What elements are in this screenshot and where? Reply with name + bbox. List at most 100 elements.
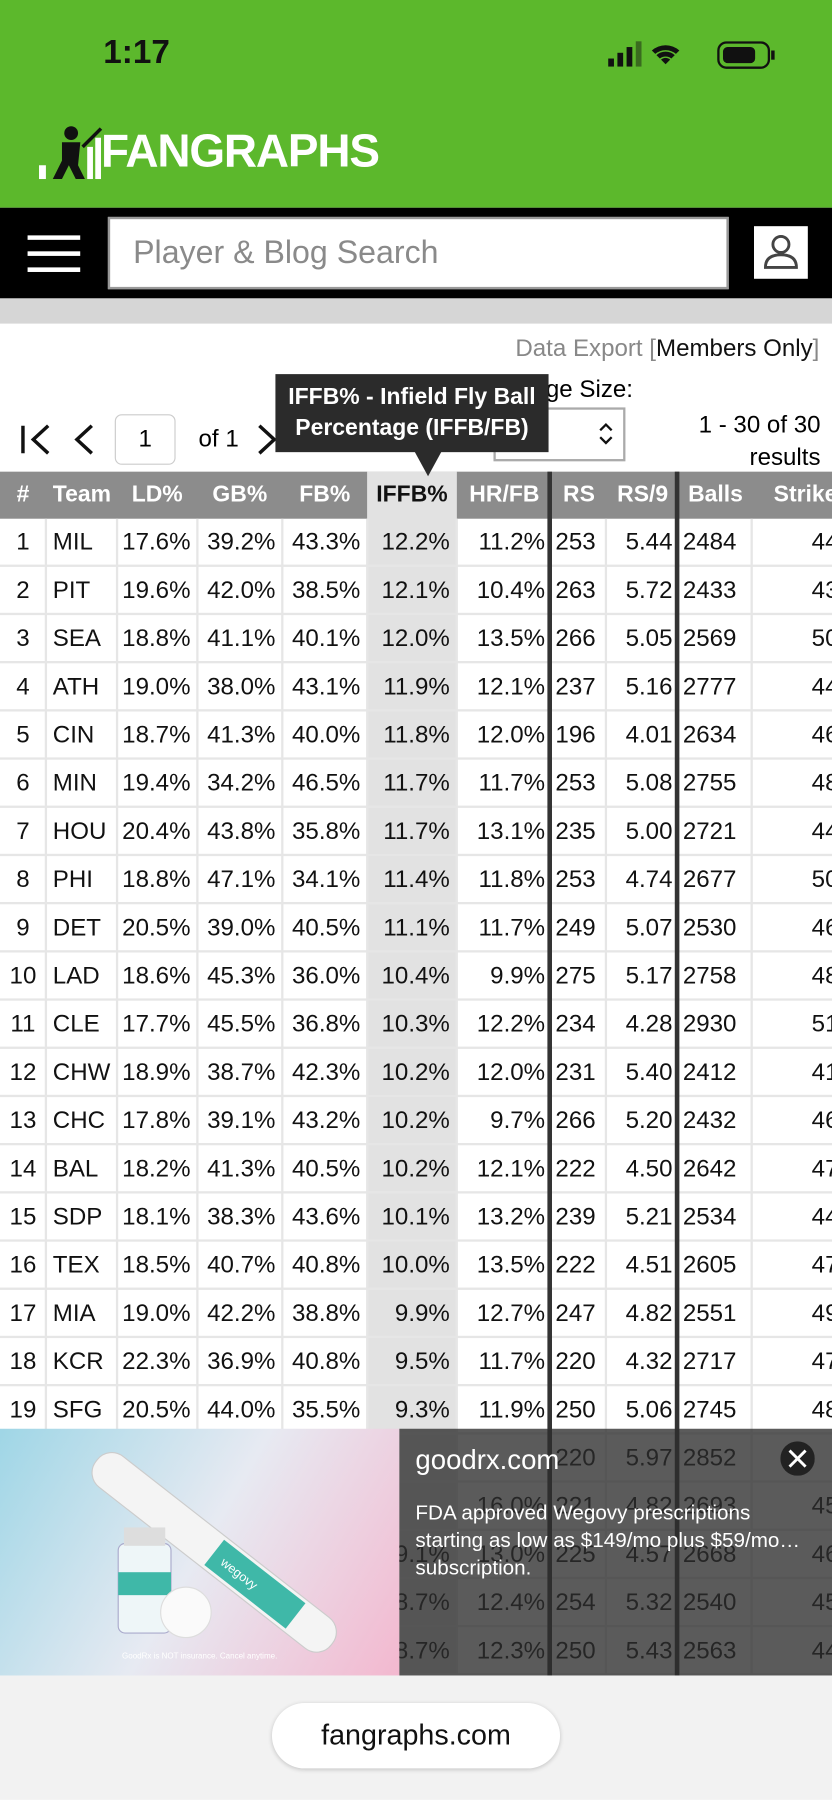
select-chevron xyxy=(599,422,613,445)
cell: 249 xyxy=(555,914,596,942)
cell: PHI xyxy=(52,866,93,893)
column-header[interactable]: # xyxy=(16,481,30,508)
cell: 5013 xyxy=(811,625,832,652)
search-box[interactable] xyxy=(107,216,729,290)
cell: 40.8% xyxy=(292,1252,361,1279)
column-header[interactable]: LD% xyxy=(131,481,183,508)
cell: 2755 xyxy=(682,770,737,797)
cell: 5.00 xyxy=(625,818,673,845)
cell: 35.8% xyxy=(292,818,361,845)
cell: 11.1% xyxy=(383,914,450,942)
cell: 3 xyxy=(16,625,30,652)
cell: 4362 xyxy=(811,577,832,604)
cell: 19.6% xyxy=(122,577,191,604)
column-border xyxy=(196,518,199,1676)
cell: 15 xyxy=(9,1203,37,1231)
pager-arrows[interactable] xyxy=(18,422,293,456)
cell: 11.9% xyxy=(478,1396,546,1424)
cell: 253 xyxy=(555,770,596,797)
cell: 40.5% xyxy=(292,1155,361,1183)
members-only: Members Only xyxy=(655,335,813,362)
ad-panel[interactable] xyxy=(399,1428,832,1676)
data-export[interactable]: Data Export [Members Only] xyxy=(515,335,819,363)
cell: 10.2% xyxy=(381,1155,450,1183)
column-header[interactable]: GB% xyxy=(212,481,268,508)
user-button[interactable] xyxy=(753,226,808,279)
row-border xyxy=(0,1094,832,1098)
cell: 2484 xyxy=(682,529,737,556)
cell: 13.2% xyxy=(476,1203,546,1231)
cell: 43.2% xyxy=(292,1107,361,1134)
cell: SFG xyxy=(52,1396,103,1424)
cell: 11 xyxy=(10,1011,36,1038)
column-header[interactable]: Balls xyxy=(688,481,743,508)
column-header[interactable]: RS xyxy=(563,481,595,508)
cell: 220 xyxy=(555,1348,596,1375)
cell: 2412 xyxy=(682,1059,737,1086)
cell: 19.4% xyxy=(122,770,191,797)
cell: 39.2% xyxy=(207,529,276,556)
ad-domain: goodrx.com xyxy=(415,1444,560,1476)
cell: MIL xyxy=(52,529,93,556)
url-pill[interactable]: fangraphs.com xyxy=(271,1703,561,1769)
menu-button[interactable] xyxy=(27,235,81,272)
cell: 4 xyxy=(16,673,30,701)
cell: 17 xyxy=(9,1300,37,1327)
cell: 4.82 xyxy=(625,1300,673,1327)
ad-illustration: wegovy GoodRx is NOT insurance. Cancel a… xyxy=(91,1451,337,1660)
cell: 2677 xyxy=(682,866,737,893)
cell: 34.1% xyxy=(292,866,361,893)
cell: 20.5% xyxy=(122,914,191,942)
cell: 11.7% xyxy=(478,914,546,942)
cell: 2605 xyxy=(682,1252,737,1279)
cell: 2530 xyxy=(682,914,737,942)
cell: 19.0% xyxy=(122,1300,191,1327)
cell: 40.5% xyxy=(292,914,361,942)
cell: 36.9% xyxy=(207,1348,276,1375)
cell: 12.1% xyxy=(381,577,450,604)
row-border xyxy=(0,1142,832,1146)
row-border xyxy=(0,1335,832,1339)
column-header[interactable]: HR/FB xyxy=(469,481,540,508)
cell: 12.0% xyxy=(476,721,546,749)
page-input[interactable]: 1 xyxy=(114,414,176,465)
column-separator xyxy=(674,471,680,1676)
cell: 4713 xyxy=(811,1252,832,1279)
status-icons xyxy=(608,41,775,69)
results-line: 1 - 30 of 30 xyxy=(698,411,821,439)
ad-close[interactable] xyxy=(780,1441,815,1476)
cell: 4440 xyxy=(811,529,832,556)
cell: 13.5% xyxy=(476,1252,546,1279)
cell: 18.9% xyxy=(122,1059,191,1086)
cell: 2745 xyxy=(682,1396,737,1424)
cell: 10.4% xyxy=(476,577,546,604)
column-header[interactable]: FB% xyxy=(299,481,351,508)
cell: 36.0% xyxy=(292,962,361,990)
column-header[interactable]: IFFB% xyxy=(367,471,457,519)
cell: 4.32 xyxy=(625,1348,673,1375)
cell: CHW xyxy=(52,1059,111,1086)
cell: 247 xyxy=(555,1300,596,1327)
cell: 4475 xyxy=(811,1203,832,1231)
cell: 235 xyxy=(555,818,596,845)
tooltip-line: IFFB% - Infield Fly Ball xyxy=(288,384,536,410)
column-border xyxy=(604,518,608,1676)
cell: 11.8% xyxy=(383,721,450,749)
column-header[interactable]: RS/9 xyxy=(617,481,669,508)
cell: 12.2% xyxy=(476,1011,546,1038)
cell: 12.0% xyxy=(476,1059,546,1086)
cell: 4.50 xyxy=(625,1155,673,1183)
page-count: of 1 xyxy=(198,425,239,453)
ad-line: FDA approved Wegovy prescriptions xyxy=(415,1501,751,1524)
cell: 2758 xyxy=(682,962,737,990)
cell: 45.5% xyxy=(207,1011,276,1038)
cell: 18.8% xyxy=(122,866,191,893)
cell: 12.2% xyxy=(381,529,450,556)
cell: 18 xyxy=(9,1348,37,1375)
column-header[interactable]: Strikes xyxy=(773,481,832,508)
cell: 4.28 xyxy=(625,1011,673,1038)
cell: 4408 xyxy=(811,818,832,845)
cell: 5.44 xyxy=(625,529,673,556)
column-header[interactable]: Team xyxy=(52,481,112,508)
